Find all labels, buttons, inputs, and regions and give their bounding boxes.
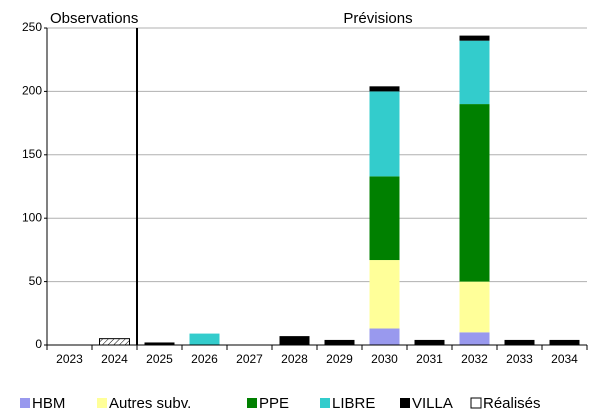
legend-swatch (320, 398, 330, 408)
legend-label: HBM (32, 395, 65, 412)
bar (369, 176, 400, 261)
y-tick-label: 50 (29, 274, 43, 288)
y-tick-label: 150 (22, 147, 42, 161)
bar (459, 104, 490, 282)
x-tick-label: 2023 (56, 352, 83, 366)
bar (459, 281, 490, 333)
x-tick-label: 2026 (191, 352, 218, 366)
bar (414, 339, 445, 345)
y-tick-label: 0 (35, 337, 42, 351)
bar (459, 40, 490, 105)
x-tick-label: 2029 (326, 352, 353, 366)
legend-swatch (400, 398, 410, 408)
bar (99, 338, 130, 346)
legend-label: PPE (259, 395, 289, 412)
bar (144, 342, 175, 345)
x-tick-label: 2030 (371, 352, 398, 366)
bar (369, 86, 400, 92)
y-tick-label: 100 (22, 210, 42, 224)
bar (369, 260, 400, 329)
legend-label: VILLA (412, 395, 453, 412)
bar (369, 328, 400, 345)
bar (189, 333, 220, 345)
bar (459, 35, 490, 41)
legend-label: LIBRE (332, 395, 375, 412)
legend-label: Réalisés (483, 395, 541, 412)
legend-swatch (247, 398, 257, 408)
y-tick-label: 250 (22, 20, 42, 34)
x-tick-label: 2032 (461, 352, 488, 366)
y-tick-label: 200 (22, 84, 42, 98)
bar (324, 339, 355, 345)
legend-swatch (470, 397, 482, 409)
x-tick-label: 2024 (101, 352, 128, 366)
bar (459, 332, 490, 345)
x-tick-label: 2027 (236, 352, 263, 366)
bar (549, 339, 580, 345)
x-tick-label: 2031 (416, 352, 443, 366)
x-tick-label: 2028 (281, 352, 308, 366)
x-tick-label: 2034 (551, 352, 578, 366)
x-tick-label: 2025 (146, 352, 173, 366)
legend-swatch (20, 398, 30, 408)
bar (369, 91, 400, 177)
x-tick-label: 2033 (506, 352, 533, 366)
annotation: Prévisions (343, 10, 412, 27)
bar (504, 339, 535, 345)
legend-label: Autres subv. (109, 395, 191, 412)
annotation: Observations (50, 10, 138, 27)
legend-swatch (97, 398, 107, 408)
bar (279, 336, 310, 345)
